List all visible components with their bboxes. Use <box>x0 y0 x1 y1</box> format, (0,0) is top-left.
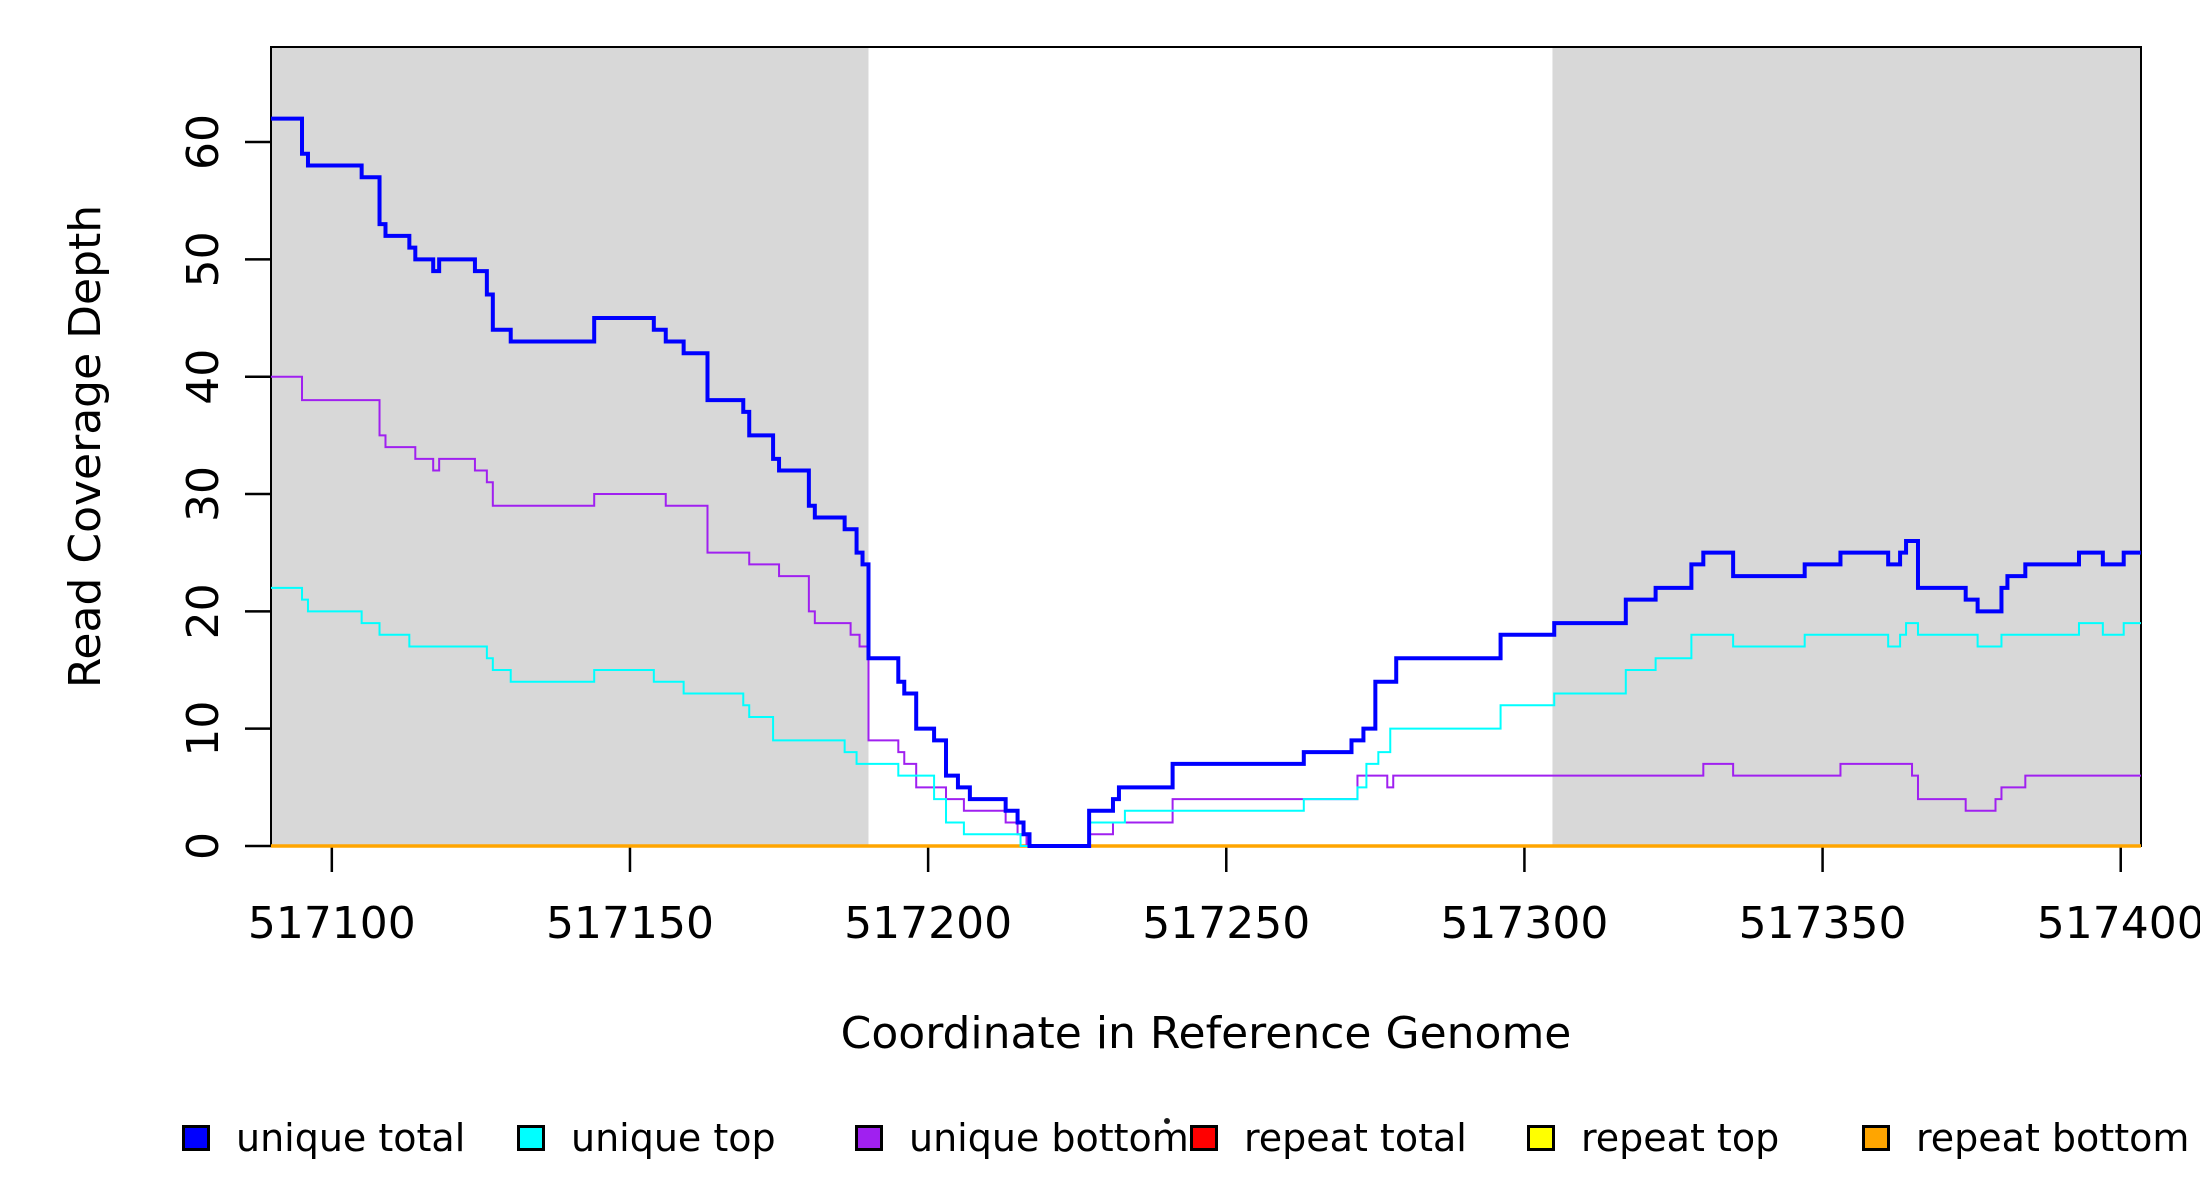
legend-swatch-repeat-top <box>1527 1125 1555 1151</box>
legend-item-repeat-top: repeat top <box>1527 1116 1779 1160</box>
legend-label-repeat-bottom: repeat bottom <box>1916 1116 2190 1160</box>
y-tick-label: 60 <box>178 114 229 170</box>
legend-label-unique-bottom: unique bottom <box>909 1116 1189 1160</box>
shaded-region-0 <box>271 47 869 846</box>
y-axis-title: Read Coverage Depth <box>60 205 111 688</box>
y-tick-label: 30 <box>178 466 229 522</box>
series-unique-total <box>271 116 2141 848</box>
y-tick-label: 20 <box>178 583 229 639</box>
legend-swatch-unique-bottom <box>855 1125 883 1151</box>
legend-item-unique-total: unique total <box>182 1116 465 1160</box>
x-tick-label: 517300 <box>1440 898 1608 949</box>
x-tick-label: 517200 <box>844 898 1012 949</box>
legend-swatch-unique-total <box>182 1125 210 1151</box>
x-tick-label: 517150 <box>546 898 714 949</box>
x-axis-title: Coordinate in Reference Genome <box>841 1008 1572 1059</box>
x-tick-label: 517100 <box>248 898 416 949</box>
legend-label-unique-top: unique top <box>571 1116 776 1160</box>
legend-swatch-repeat-bottom <box>1862 1125 1890 1151</box>
legend: unique total unique top unique bottom repea… <box>0 1108 2200 1168</box>
y-tick-label: 0 <box>178 832 229 860</box>
legend-swatch-unique-top <box>517 1125 545 1151</box>
y-tick-label: 40 <box>178 349 229 405</box>
legend-artifact-dot <box>1164 1118 1170 1124</box>
legend-item-unique-bottom: unique bottom <box>855 1116 1189 1160</box>
x-tick-label: 517350 <box>1739 898 1907 949</box>
legend-swatch-repeat-total <box>1190 1125 1218 1151</box>
legend-label-unique-total: unique total <box>236 1116 466 1160</box>
legend-item-repeat-bottom: repeat bottom <box>1862 1116 2189 1160</box>
x-tick-label: 517400 <box>2037 898 2200 949</box>
legend-item-unique-top: unique top <box>517 1116 776 1160</box>
y-tick-label: 50 <box>178 231 229 287</box>
y-tick-label: 10 <box>178 701 229 757</box>
shaded-region-1 <box>1552 47 2141 846</box>
series-unique-top <box>271 586 2141 847</box>
series-unique-bottom <box>271 375 2141 847</box>
legend-label-repeat-total: repeat total <box>1244 1116 1467 1160</box>
legend-item-repeat-total: repeat total <box>1190 1116 1467 1160</box>
x-tick-label: 517250 <box>1142 898 1310 949</box>
legend-label-repeat-top: repeat top <box>1581 1116 1780 1160</box>
